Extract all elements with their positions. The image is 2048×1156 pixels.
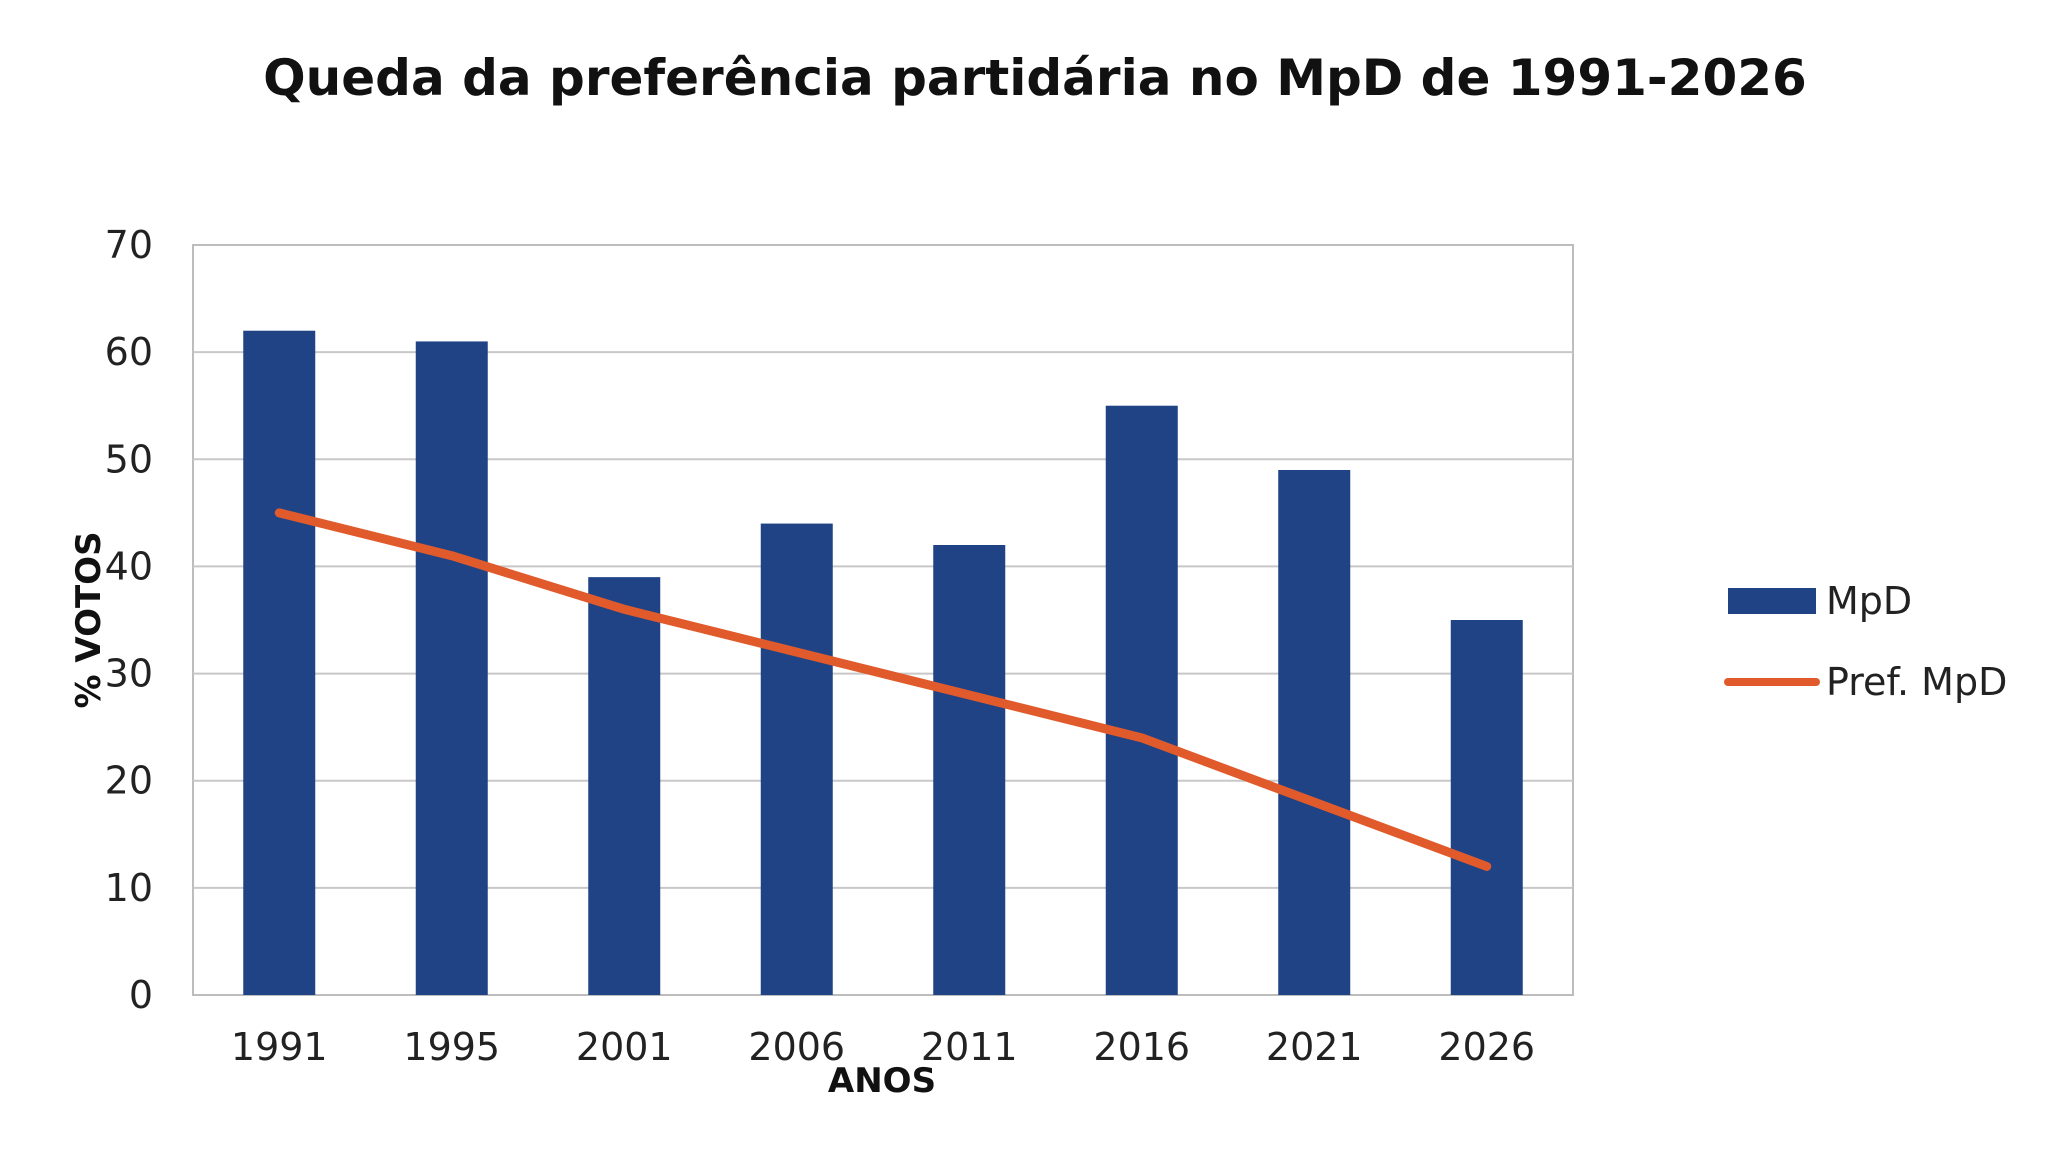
bar-mpd-2026 xyxy=(1450,620,1523,995)
line-pref-mpd xyxy=(274,508,1492,871)
x-tick-label: 2026 xyxy=(1438,1025,1535,1069)
y-tick-label: 70 xyxy=(105,223,153,267)
x-tick-label: 1995 xyxy=(403,1025,500,1069)
legend-swatch-mpd xyxy=(1728,588,1816,614)
y-axis-title: % VOTOS xyxy=(69,531,109,708)
x-tick-label: 2011 xyxy=(921,1025,1018,1069)
x-tick-label: 2006 xyxy=(748,1025,845,1069)
bar-mpd-1991 xyxy=(243,330,316,995)
y-axis-ticks: 0 10 20 30 40 50 60 70 xyxy=(105,223,153,1017)
bar-mpd-1995 xyxy=(415,341,488,995)
y-tick-label: 10 xyxy=(105,866,153,910)
bar-mpd-2011 xyxy=(933,545,1006,995)
legend-label-mpd: MpD xyxy=(1826,579,1912,623)
legend-label-pref-mpd: Pref. MpD xyxy=(1826,660,2007,704)
x-tick-label: 1991 xyxy=(231,1025,328,1069)
legend: MpD Pref. MpD xyxy=(1724,579,2007,704)
x-axis-title: ANOS xyxy=(828,1061,936,1101)
y-tick-label: 50 xyxy=(105,437,153,481)
y-tick-label: 40 xyxy=(105,544,153,588)
line-series xyxy=(274,508,1492,871)
bar-series xyxy=(243,330,1523,995)
chart-title: Queda da preferência partidária no MpD d… xyxy=(263,49,1807,107)
y-tick-label: 60 xyxy=(105,330,153,374)
y-tick-label: 0 xyxy=(129,973,153,1017)
plot-area: 0 10 20 30 40 50 60 70 1991 1995 2001 2006 2011 2016… xyxy=(105,223,1574,1069)
bar-mpd-2006 xyxy=(760,523,833,995)
plot-frame xyxy=(192,244,1574,996)
x-tick-label: 2016 xyxy=(1093,1025,1190,1069)
y-tick-label: 30 xyxy=(105,652,153,696)
x-tick-label: 2001 xyxy=(576,1025,673,1069)
x-tick-label: 2021 xyxy=(1266,1025,1363,1069)
bar-mpd-2016 xyxy=(1105,405,1178,995)
x-axis-ticks: 1991 1995 2001 2006 2011 2016 2021 2026 xyxy=(231,1025,1535,1069)
bar-mpd-2021 xyxy=(1278,470,1351,995)
y-tick-label: 20 xyxy=(105,759,153,803)
bar-mpd-2001 xyxy=(588,577,661,995)
